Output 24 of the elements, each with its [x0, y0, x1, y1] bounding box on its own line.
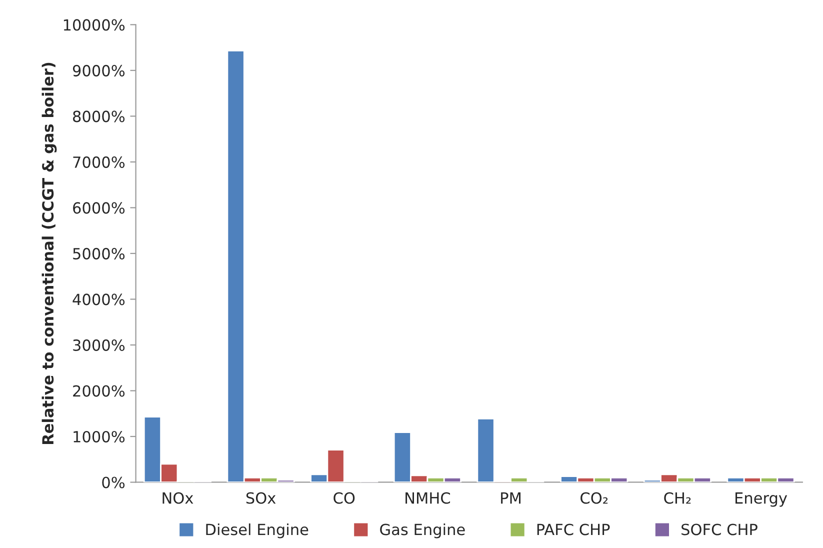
y-tick-label: 5000%: [73, 248, 125, 260]
legend-label: Gas Engine: [380, 523, 465, 538]
y-tick-label: 8000%: [73, 110, 125, 122]
x-tick-label: PM: [501, 492, 520, 504]
x-tick-label: CO: [334, 492, 355, 504]
x-tick-label: CH₂: [664, 492, 691, 504]
y-tick-label: 9000%: [72, 64, 125, 76]
x-tick-label: CO₂: [580, 492, 608, 504]
legend-label: SOFC CHP: [682, 524, 758, 536]
y-tick-label: 2000%: [73, 385, 125, 397]
legend-label: Diesel Engine: [206, 523, 308, 538]
y-axis-title: Relative to conventional (CCGT & gas boiler): [42, 62, 57, 444]
x-tick-label: Energy: [736, 492, 788, 507]
y-tick-label: 10000%: [64, 19, 125, 31]
legend-label: PAFC CHP: [537, 524, 610, 536]
y-tick-label: 4000%: [72, 294, 125, 306]
y-tick-label: 1000%: [74, 430, 125, 443]
x-tick-label: NMHC: [406, 492, 450, 504]
y-tick-label: 6000%: [73, 202, 125, 214]
x-tick-label: SOx: [246, 492, 276, 504]
y-tick-label: 3000%: [73, 339, 125, 351]
y-tick-label: 0%: [102, 476, 125, 488]
y-tick-label: 7000%: [73, 156, 125, 168]
x-tick-label: NOx: [162, 492, 194, 504]
